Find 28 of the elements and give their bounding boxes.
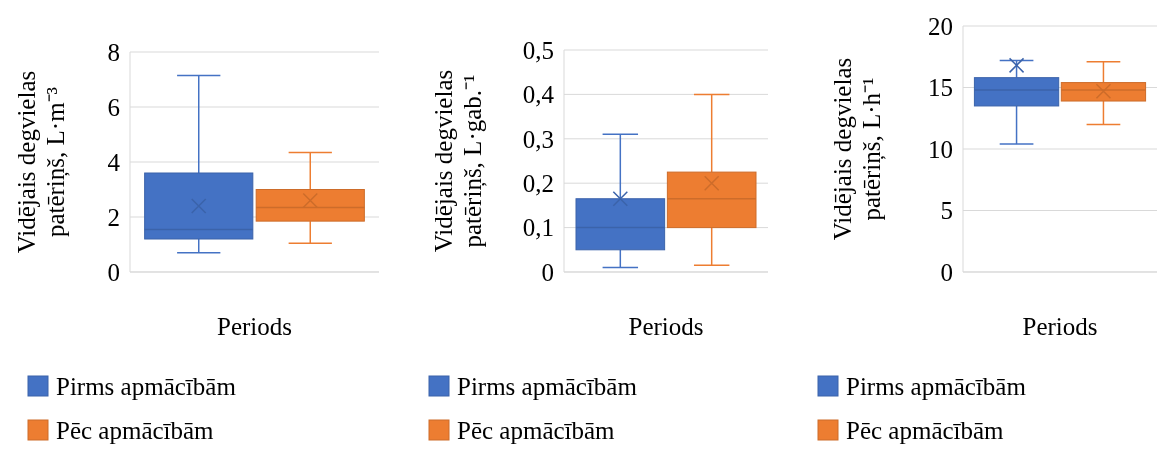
x-axis-title: Periods <box>1022 313 1098 340</box>
legend-label: Pēc apmācībām <box>846 416 1005 444</box>
legend-label: Pirms apmācībām <box>846 372 1027 400</box>
y-tick-label: 0,5 <box>522 36 554 64</box>
legend-label: Pēc apmācībām <box>457 416 616 444</box>
y-tick-label: 20 <box>928 12 953 40</box>
y-tick-label: 2 <box>107 203 120 231</box>
y-tick-label: 0,3 <box>522 125 554 153</box>
x-axis-title: Periods <box>217 313 292 340</box>
legend-label: Pirms apmācībām <box>457 372 638 400</box>
y-tick-label: 0,1 <box>522 214 554 242</box>
y-axis-title: Vidējais degvielas patēriņš, L·h⁻¹ <box>829 57 886 241</box>
legend-label: Pirms apmācībām <box>56 372 237 400</box>
y-tick-label: 0 <box>107 258 120 286</box>
legend-label: Pēc apmācībām <box>56 416 215 444</box>
y-axis-title: Vidējais degvielas patēriņš, L·m⁻³ <box>13 70 70 254</box>
y-tick-label: 5 <box>940 197 953 225</box>
y-tick-label: 0 <box>940 258 953 286</box>
y-tick-label: 6 <box>107 93 120 121</box>
y-tick-label: 4 <box>107 148 121 176</box>
x-axis-title: Periods <box>628 313 704 340</box>
y-tick-label: 8 <box>107 38 120 66</box>
y-axis-title: Vidējais degvielas patēriņš, L·gab.⁻¹ <box>430 69 487 253</box>
y-tick-label: 0,2 <box>522 169 554 197</box>
y-tick-label: 15 <box>928 74 953 102</box>
y-tick-label: 10 <box>928 135 953 163</box>
y-tick-label: 0,4 <box>522 81 555 109</box>
y-tick-label: 0 <box>541 258 554 286</box>
